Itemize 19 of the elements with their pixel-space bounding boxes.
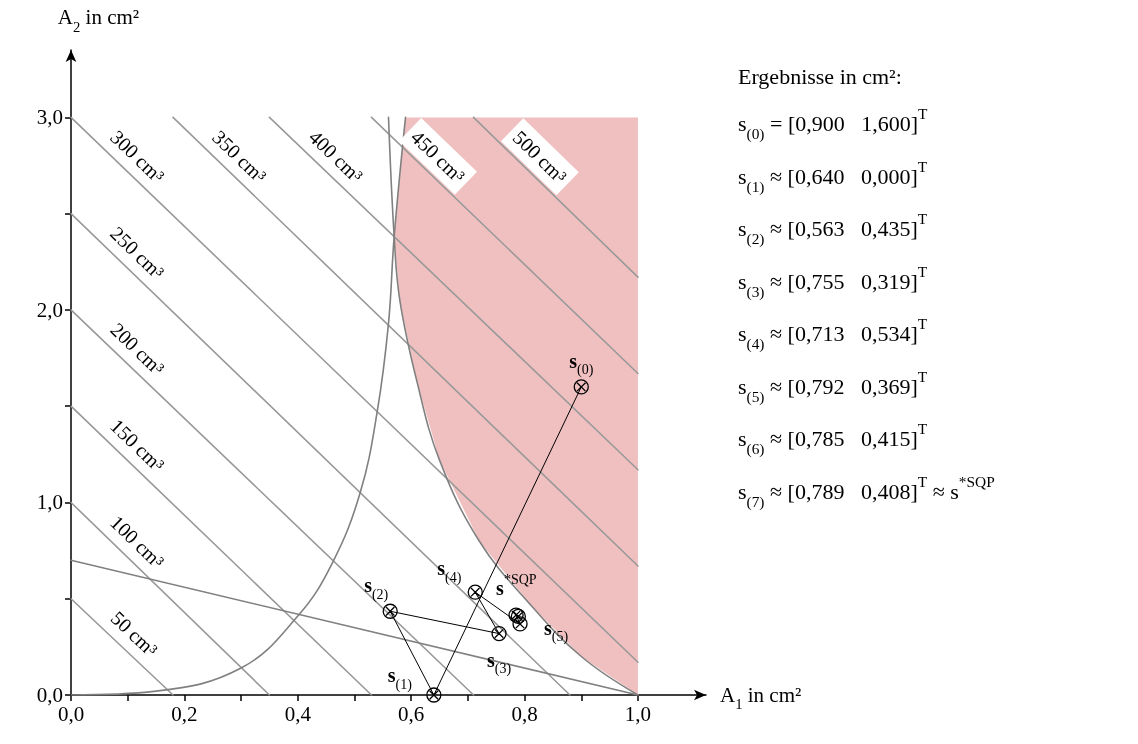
x-tick-label: 0,2 — [171, 701, 198, 726]
y-tick-label: 1,0 — [36, 490, 63, 515]
text: 500 cm³ — [508, 126, 571, 188]
text: 200 cm³ — [106, 318, 169, 380]
text: 450 cm³ — [406, 125, 470, 187]
text: Ergebnisse in cm²: — [738, 64, 902, 90]
text: 50 cm³ — [106, 606, 163, 661]
text: 350 cm³ — [208, 125, 271, 188]
x-tick-label: 0,6 — [398, 701, 425, 726]
x-tick-label: 0,8 — [511, 701, 538, 726]
x-tick-label: 1,0 — [624, 701, 652, 726]
text: 250 cm³ — [106, 222, 169, 284]
text: 400 cm³ — [304, 125, 368, 187]
y-tick-label: 2,0 — [36, 297, 63, 322]
y-tick-label: 3,0 — [36, 105, 63, 130]
text: 300 cm³ — [106, 125, 169, 187]
text: 100 cm³ — [106, 511, 169, 573]
text: 150 cm³ — [106, 414, 169, 476]
x-tick-label: 0,4 — [284, 701, 312, 726]
